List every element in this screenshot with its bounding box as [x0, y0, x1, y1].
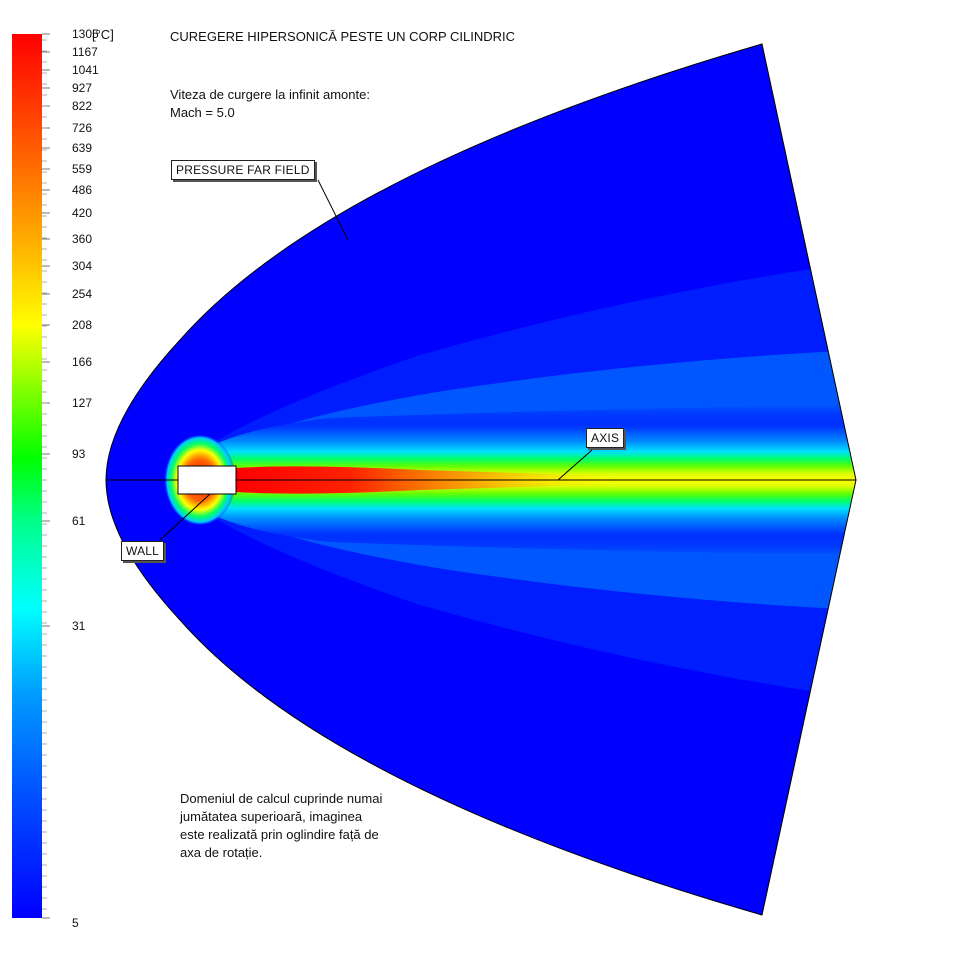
- colorbar-tick-label: 822: [72, 99, 92, 113]
- far-field-label: PRESSURE FAR FIELD: [171, 160, 315, 180]
- colorbar-ticks: [42, 33, 50, 919]
- colorbar-unit: [°C]: [92, 27, 114, 42]
- colorbar-tick-label: 31: [72, 619, 86, 633]
- colorbar-tick-label: 420: [72, 206, 92, 220]
- colorbar-tick-label: 486: [72, 183, 92, 197]
- colorbar-tick-label: 93: [72, 447, 86, 461]
- colorbar-gradient: [12, 34, 42, 918]
- colorbar-tick-label: 1167: [72, 45, 98, 59]
- axis-label: AXIS: [586, 428, 625, 448]
- colorbar-tick-label: 208: [72, 318, 92, 332]
- colorbar-tick-label: 127: [72, 396, 92, 410]
- axis-leader: [557, 449, 593, 481]
- flow-domain: [105, 43, 857, 916]
- colorbar-tick-label: 726: [72, 121, 92, 135]
- wall-label: WALL: [121, 541, 165, 561]
- colorbar-tick-label: 5: [72, 916, 79, 930]
- far-field-leader: [317, 179, 349, 241]
- colorbar-tick-label: 559: [72, 162, 92, 176]
- colorbar-tick-label: 304: [72, 259, 92, 273]
- colorbar-labels: 1305 1167 1041 927 822 726 639 559 486 420 360 304 2…: [72, 27, 99, 930]
- colorbar-tick-label: 1041: [72, 63, 99, 77]
- colorbar-tick-label: 927: [72, 81, 92, 95]
- colorbar-tick-label: 360: [72, 232, 92, 246]
- colorbar-tick-label: 61: [72, 514, 86, 528]
- cylinder-body: [177, 465, 237, 495]
- colorbar-tick-label: 254: [72, 287, 92, 301]
- wall-leader: [159, 493, 211, 541]
- figure-title: CUREGERE HIPERSONICĂ PESTE UN CORP CILIN…: [170, 29, 516, 44]
- colorbar-tick-label: 1305: [72, 27, 99, 41]
- freestream-note: Viteza de curgere la infinit amonte: Mac…: [170, 87, 370, 120]
- colorbar-tick-label: 639: [72, 141, 92, 155]
- colorbar-tick-label: 166: [72, 355, 92, 369]
- colorbar: 1305 1167 1041 927 822 726 639 559 486 420 360 304 2…: [12, 27, 99, 930]
- domain-note: Domeniul de calcul cuprinde numai jumăta…: [180, 791, 383, 860]
